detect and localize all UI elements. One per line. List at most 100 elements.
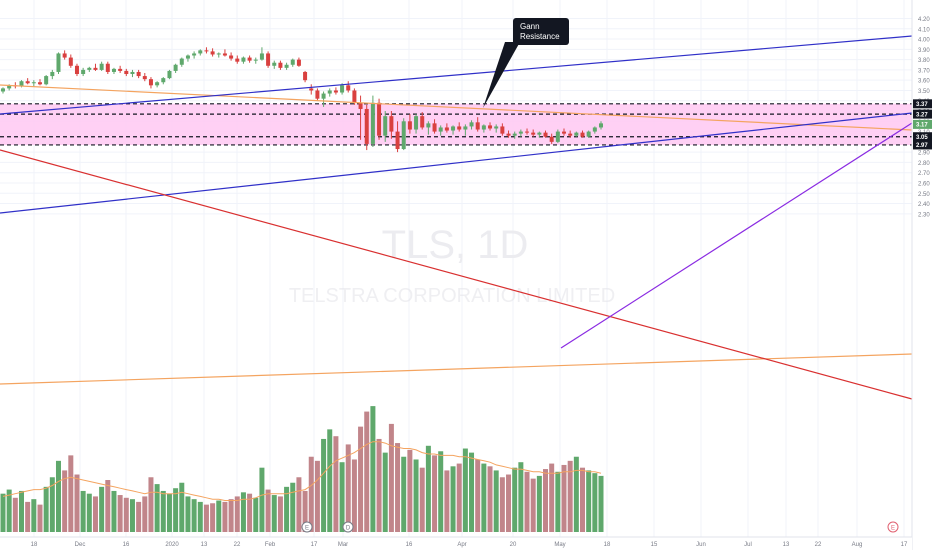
price-tag-label: 3.37 bbox=[916, 102, 928, 108]
volume-bar bbox=[55, 460, 61, 532]
volume-bar bbox=[166, 493, 172, 532]
candle-body bbox=[321, 93, 326, 99]
candle-body bbox=[340, 85, 345, 93]
time-tick-label: 2020 bbox=[165, 542, 179, 548]
volume-bar bbox=[512, 467, 518, 532]
callout-text-line2: Resistance bbox=[520, 32, 560, 41]
candle-body bbox=[37, 82, 42, 85]
volume-bar bbox=[203, 504, 209, 532]
price-tick-label: 3.80 bbox=[918, 58, 930, 64]
time-tick-label: 22 bbox=[234, 542, 241, 548]
volume-bar bbox=[561, 464, 567, 532]
gann-line-upper[interactable] bbox=[0, 84, 913, 131]
price-tags: 3.37 3.27 3.17 3.05 2.97 bbox=[913, 99, 932, 150]
candle-body bbox=[555, 131, 560, 142]
volume-bar bbox=[99, 486, 105, 532]
candle-body bbox=[179, 58, 184, 65]
volume-bar bbox=[290, 482, 296, 532]
drawn-trendlines[interactable] bbox=[0, 35, 913, 400]
candle-body bbox=[62, 53, 67, 58]
volume-bar bbox=[438, 451, 444, 532]
purple-uptrend-line[interactable] bbox=[560, 122, 913, 349]
gann-line-lower[interactable] bbox=[0, 353, 913, 385]
blue-channel-bottom[interactable] bbox=[0, 112, 913, 214]
event-label: D bbox=[346, 526, 351, 532]
price-tick-label: 4.10 bbox=[918, 27, 930, 33]
volume-bar bbox=[228, 499, 234, 532]
candle-body bbox=[420, 116, 425, 128]
candle-body bbox=[235, 58, 240, 62]
volume-bar bbox=[253, 497, 259, 532]
gann-resistance-callout[interactable]: Gann Resistance bbox=[483, 18, 569, 108]
volume-bar bbox=[210, 503, 216, 532]
volume-bar bbox=[444, 470, 450, 532]
volume-bar bbox=[43, 486, 49, 532]
candle-body bbox=[506, 133, 511, 136]
volume-bar bbox=[419, 467, 425, 532]
candle-body bbox=[395, 131, 400, 150]
candlesticks bbox=[1, 47, 603, 153]
candle-body bbox=[389, 116, 394, 132]
volume-bar bbox=[586, 470, 592, 532]
candle-body bbox=[19, 81, 24, 87]
volume-bar bbox=[265, 489, 271, 532]
price-tick-label: 2.90 bbox=[918, 151, 930, 157]
candle-body bbox=[444, 127, 449, 131]
price-tag-label: 3.17 bbox=[916, 123, 928, 129]
price-tick-label: 2.40 bbox=[918, 202, 930, 208]
candle-body bbox=[74, 65, 79, 75]
candle-body bbox=[500, 126, 505, 134]
price-tag: 3.37 bbox=[913, 99, 932, 109]
candle-body bbox=[272, 62, 277, 66]
candle-body bbox=[512, 133, 517, 136]
event-label: E bbox=[891, 526, 895, 532]
candle-body bbox=[488, 125, 493, 129]
event-label: E bbox=[305, 526, 309, 532]
volume-bar bbox=[327, 429, 333, 532]
time-tick-label: 20 bbox=[510, 542, 517, 548]
volume-bar bbox=[456, 463, 462, 532]
candle-body bbox=[463, 126, 468, 130]
volume-bar bbox=[598, 475, 604, 532]
volume-bar bbox=[129, 499, 135, 532]
volume-bar bbox=[271, 495, 277, 532]
candle-body bbox=[537, 132, 542, 135]
candle-body bbox=[56, 53, 61, 72]
candle-body bbox=[136, 71, 141, 77]
blue-channel-top[interactable] bbox=[0, 35, 913, 115]
callout-pointer bbox=[483, 42, 520, 108]
event-marker[interactable]: E bbox=[887, 521, 899, 533]
volume-bar bbox=[370, 406, 376, 532]
candle-body bbox=[161, 78, 166, 83]
candle-body bbox=[25, 81, 30, 84]
volume-bar bbox=[92, 496, 98, 532]
candle-body bbox=[438, 127, 443, 132]
price-tick-label: 2.60 bbox=[918, 181, 930, 187]
candle-body bbox=[494, 126, 499, 129]
time-axis[interactable]: 18 Dec 16 2020 13 22 Feb 17 Mar 16 Apr 20 May 18 15 Jun… bbox=[31, 542, 908, 548]
candle-body bbox=[414, 116, 419, 130]
candle-body bbox=[130, 71, 135, 75]
red-downtrend-line[interactable] bbox=[0, 149, 913, 400]
candle-body bbox=[562, 131, 567, 134]
candle-body bbox=[481, 125, 486, 130]
candle-body bbox=[44, 76, 49, 85]
event-marker[interactable]: D bbox=[342, 521, 354, 533]
volume-bar bbox=[518, 462, 524, 532]
volume-bar bbox=[86, 493, 92, 532]
volume-bar bbox=[506, 474, 512, 532]
candle-body bbox=[259, 53, 264, 60]
volume-bar bbox=[111, 490, 117, 532]
event-marker[interactable]: E bbox=[301, 521, 313, 533]
volume-bar bbox=[49, 477, 55, 532]
volume-bar bbox=[413, 459, 419, 532]
candle-body bbox=[549, 136, 554, 142]
volume-bar bbox=[524, 471, 530, 532]
candle-body bbox=[377, 102, 382, 136]
volume-bar bbox=[493, 470, 499, 532]
volume-bar bbox=[247, 493, 253, 532]
volume-bar bbox=[536, 475, 542, 532]
